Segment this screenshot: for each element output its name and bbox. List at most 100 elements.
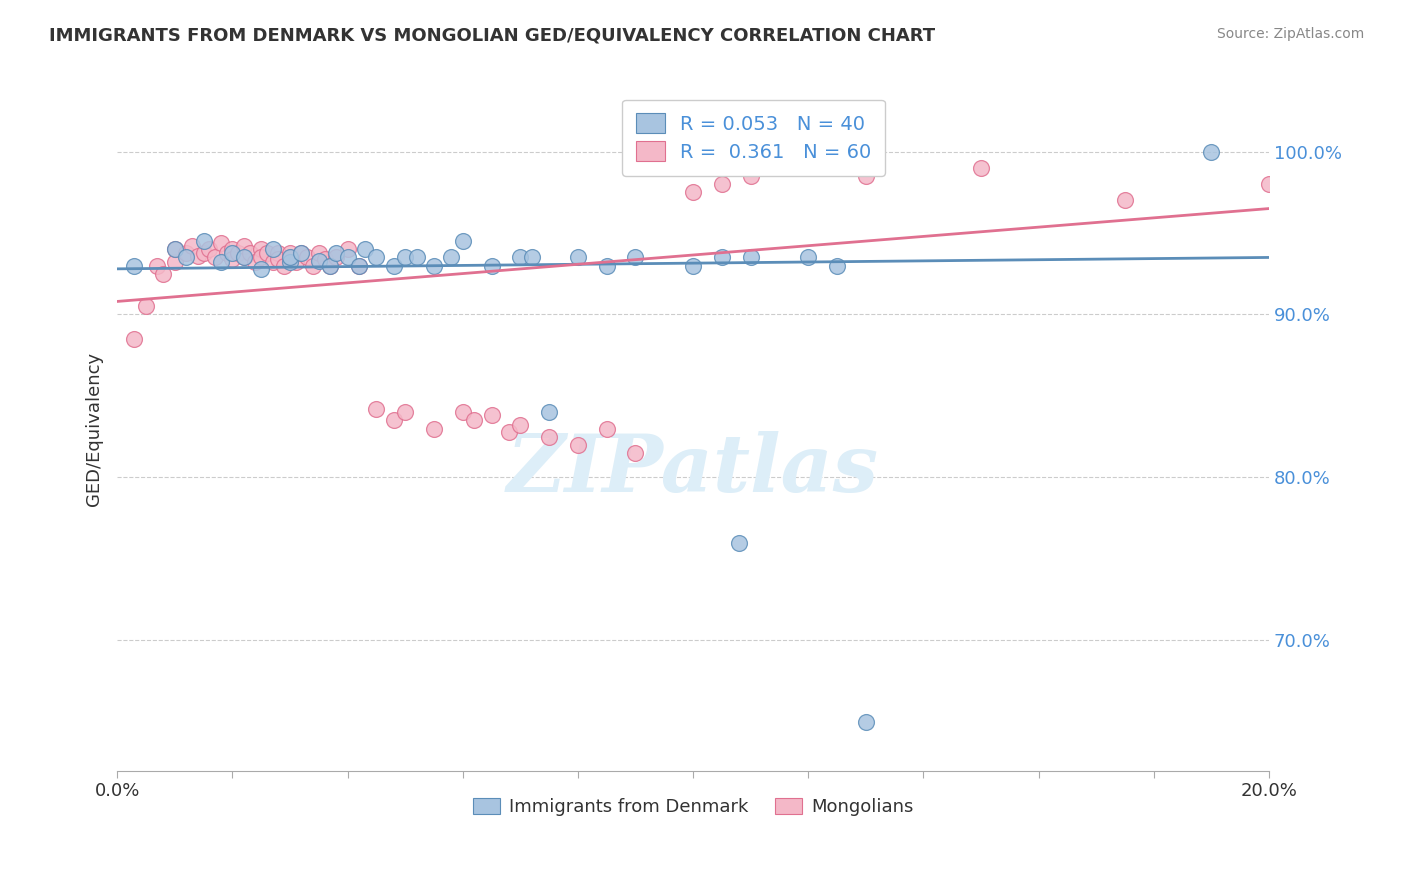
Point xyxy=(204,251,226,265)
Point xyxy=(302,259,325,273)
Point xyxy=(855,169,877,183)
Y-axis label: GED/Equivalency: GED/Equivalency xyxy=(86,351,103,506)
Point xyxy=(509,251,531,265)
Point xyxy=(297,251,319,265)
Point xyxy=(232,251,254,265)
Point xyxy=(347,259,370,273)
Point xyxy=(278,251,301,265)
Point xyxy=(451,234,474,248)
Point xyxy=(163,255,186,269)
Point xyxy=(797,251,820,265)
Point xyxy=(325,245,347,260)
Point xyxy=(740,169,762,183)
Point xyxy=(710,251,733,265)
Point xyxy=(124,259,146,273)
Legend: Immigrants from Denmark, Mongolians: Immigrants from Denmark, Mongolians xyxy=(465,790,921,823)
Point xyxy=(226,245,249,260)
Point xyxy=(250,251,273,265)
Point xyxy=(290,245,312,260)
Point xyxy=(970,161,993,175)
Point xyxy=(250,242,273,256)
Point xyxy=(394,405,416,419)
Point xyxy=(595,259,617,273)
Point xyxy=(567,251,589,265)
Point xyxy=(538,405,561,419)
Point xyxy=(1258,177,1281,191)
Point xyxy=(124,332,146,346)
Point xyxy=(262,255,284,269)
Point xyxy=(221,252,243,266)
Point xyxy=(319,259,342,273)
Point xyxy=(682,186,704,200)
Point xyxy=(1201,145,1223,159)
Point xyxy=(308,245,330,260)
Point xyxy=(423,259,446,273)
Point xyxy=(267,245,290,260)
Point xyxy=(347,259,370,273)
Point xyxy=(325,251,347,265)
Point xyxy=(682,259,704,273)
Point xyxy=(245,255,267,269)
Point xyxy=(520,251,543,265)
Point xyxy=(624,446,647,460)
Point xyxy=(267,252,290,266)
Point xyxy=(163,242,186,256)
Point xyxy=(209,255,232,269)
Point xyxy=(366,401,388,416)
Point xyxy=(239,245,262,260)
Point xyxy=(290,245,312,260)
Point xyxy=(278,245,301,260)
Point xyxy=(336,242,359,256)
Point xyxy=(825,259,848,273)
Point xyxy=(728,535,751,549)
Point xyxy=(262,242,284,256)
Point xyxy=(198,242,221,256)
Point xyxy=(215,245,238,260)
Point xyxy=(394,251,416,265)
Point xyxy=(423,421,446,435)
Point xyxy=(250,261,273,276)
Point xyxy=(314,252,336,266)
Point xyxy=(187,249,209,263)
Point xyxy=(152,267,174,281)
Point xyxy=(232,239,254,253)
Point xyxy=(481,259,503,273)
Point xyxy=(135,299,157,313)
Point xyxy=(1114,194,1136,208)
Text: Source: ZipAtlas.com: Source: ZipAtlas.com xyxy=(1216,27,1364,41)
Point xyxy=(163,242,186,256)
Point xyxy=(509,418,531,433)
Point xyxy=(319,259,342,273)
Text: ZIPatlas: ZIPatlas xyxy=(508,431,879,508)
Point xyxy=(174,251,197,265)
Point xyxy=(405,251,427,265)
Point xyxy=(174,245,197,260)
Point xyxy=(382,259,405,273)
Point xyxy=(740,251,762,265)
Point xyxy=(209,235,232,250)
Point xyxy=(336,251,359,265)
Point xyxy=(256,245,278,260)
Point xyxy=(273,259,295,273)
Point xyxy=(366,251,388,265)
Point xyxy=(498,425,520,439)
Point xyxy=(146,259,169,273)
Point xyxy=(481,409,503,423)
Text: IMMIGRANTS FROM DENMARK VS MONGOLIAN GED/EQUIVALENCY CORRELATION CHART: IMMIGRANTS FROM DENMARK VS MONGOLIAN GED… xyxy=(49,27,935,45)
Point xyxy=(710,177,733,191)
Point xyxy=(353,242,375,256)
Point xyxy=(595,421,617,435)
Point xyxy=(278,255,301,269)
Point xyxy=(221,242,243,256)
Point xyxy=(451,405,474,419)
Point xyxy=(193,245,215,260)
Point xyxy=(308,253,330,268)
Point xyxy=(284,255,307,269)
Point xyxy=(382,413,405,427)
Point xyxy=(232,251,254,265)
Point xyxy=(181,239,204,253)
Point xyxy=(440,251,463,265)
Point xyxy=(463,413,485,427)
Point xyxy=(624,251,647,265)
Point xyxy=(193,234,215,248)
